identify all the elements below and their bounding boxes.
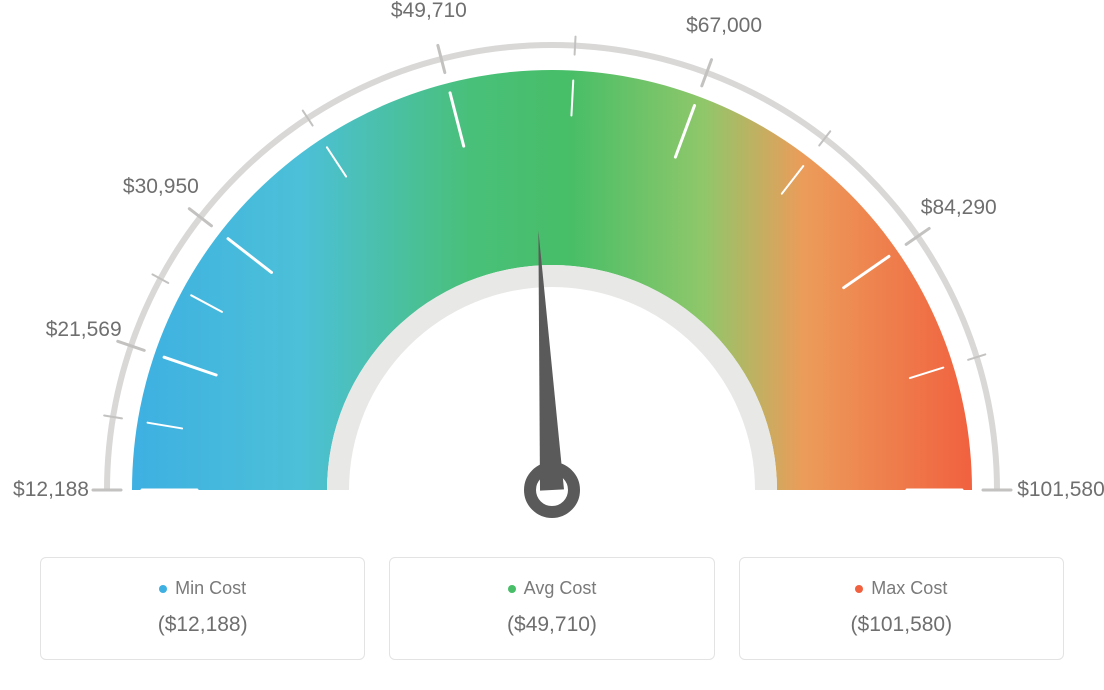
legend-title-text: Avg Cost [524, 578, 597, 599]
legend-card-max: Max Cost ($101,580) [739, 557, 1064, 660]
legend-card-avg: Avg Cost ($49,710) [389, 557, 714, 660]
legend-title-avg: Avg Cost [508, 578, 597, 599]
legend-value-max: ($101,580) [750, 613, 1053, 637]
gauge-chart: $12,188 $21,569 $30,950 $49,710 $67,000 $84,2… [0, 0, 1104, 540]
gauge-tick-label: $101,580 [1017, 478, 1104, 502]
legend-title-min: Min Cost [159, 578, 246, 599]
legend-card-min: Min Cost ($12,188) [40, 557, 365, 660]
dot-icon [159, 585, 167, 593]
gauge-tick-label: $30,950 [123, 175, 199, 199]
gauge-svg [0, 0, 1104, 540]
legend-title-text: Min Cost [175, 578, 246, 599]
gauge-tick-label: $12,188 [13, 478, 89, 502]
legend-value-avg: ($49,710) [400, 613, 703, 637]
legend-value-min: ($12,188) [51, 613, 354, 637]
legend-title-text: Max Cost [871, 578, 947, 599]
gauge-tick-label: $49,710 [391, 0, 467, 23]
legend-title-max: Max Cost [855, 578, 947, 599]
legend-row: Min Cost ($12,188) Avg Cost ($49,710) Ma… [40, 557, 1064, 660]
dot-icon [855, 585, 863, 593]
gauge-tick-label: $67,000 [686, 14, 762, 38]
gauge-tick-label: $21,569 [46, 318, 122, 342]
dot-icon [508, 585, 516, 593]
gauge-tick-label: $84,290 [921, 196, 997, 220]
